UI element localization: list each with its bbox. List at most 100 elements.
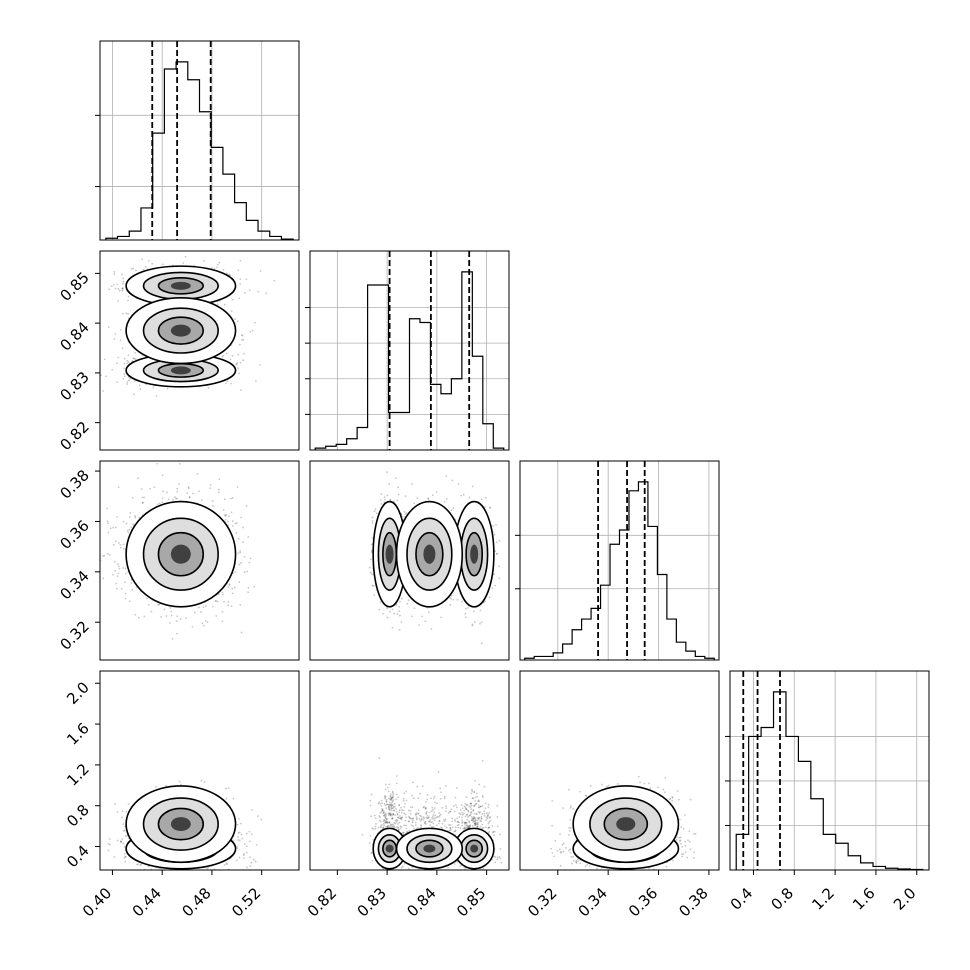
sample-point	[239, 550, 242, 552]
sample-point	[258, 363, 261, 366]
sample-point	[416, 497, 419, 500]
sample-point	[130, 582, 133, 585]
sample-point	[184, 255, 187, 258]
sample-point	[248, 561, 251, 564]
sample-point	[107, 531, 110, 534]
sample-point	[491, 587, 494, 590]
sample-point	[176, 497, 179, 500]
sample-point	[192, 492, 194, 495]
sample-point	[132, 267, 134, 270]
sample-point	[494, 550, 497, 553]
sample-point	[84, 368, 86, 370]
sample-point	[229, 358, 232, 361]
sample-point	[384, 498, 387, 501]
sample-point	[216, 600, 219, 603]
sample-point	[228, 273, 231, 276]
sample-point	[216, 263, 219, 266]
sample-point	[222, 509, 225, 511]
sample-point	[242, 526, 244, 529]
sample-point	[133, 357, 136, 360]
sample-point	[221, 591, 224, 594]
sample-point	[231, 520, 234, 522]
sample-point	[188, 496, 191, 499]
sample-point	[222, 593, 224, 596]
sample-point	[240, 631, 243, 634]
sample-point	[163, 608, 166, 611]
sample-point	[126, 383, 129, 385]
sample-point	[108, 554, 111, 556]
sample-point	[115, 587, 118, 590]
sample-point	[240, 516, 243, 519]
sample-point	[122, 280, 125, 283]
sample-point	[247, 586, 250, 589]
sample-point	[116, 575, 119, 578]
sample-point	[102, 577, 105, 580]
sample-point	[106, 507, 108, 510]
sample-point	[134, 515, 137, 517]
sample-point	[241, 334, 244, 337]
sample-point	[202, 606, 205, 609]
sample-point	[108, 288, 111, 291]
sample-point	[102, 390, 104, 392]
sample-point	[211, 605, 214, 608]
sample-point	[112, 526, 114, 529]
sample-point	[124, 597, 127, 600]
sample-point	[112, 573, 114, 576]
sample-point	[205, 605, 207, 607]
sample-point	[398, 629, 401, 631]
sample-point	[224, 515, 227, 517]
sample-point	[106, 520, 109, 523]
sample-point	[411, 615, 413, 618]
sample-point	[120, 587, 123, 590]
sample-point	[249, 557, 252, 560]
sample-point	[198, 606, 200, 609]
sample-point	[231, 525, 234, 527]
sample-point	[221, 620, 224, 623]
sample-point	[124, 581, 126, 584]
sample-point	[203, 259, 206, 262]
sample-point	[107, 552, 109, 555]
sample-point	[217, 491, 220, 494]
sample-point	[237, 367, 239, 370]
sample-point	[117, 565, 120, 568]
sample-point	[228, 583, 231, 586]
sample-point	[176, 615, 179, 618]
sample-point	[243, 555, 246, 558]
sample-point	[145, 597, 148, 600]
sample-point	[141, 258, 144, 261]
sample-point	[464, 612, 467, 615]
sample-point	[141, 496, 144, 499]
sample-point	[495, 553, 498, 555]
sample-point	[121, 312, 124, 315]
sample-point	[213, 267, 216, 270]
sample-point	[135, 269, 137, 272]
sample-point	[158, 603, 161, 606]
sample-point	[116, 283, 119, 286]
sample-point	[224, 303, 226, 306]
density-contour	[170, 281, 191, 290]
panel-content	[100, 462, 256, 640]
sample-point	[227, 604, 230, 607]
sample-point	[137, 616, 140, 619]
sample-point	[242, 359, 245, 362]
hist-panel-0	[95, 40, 300, 241]
sample-point	[251, 329, 254, 332]
sample-point	[243, 571, 246, 574]
sample-point	[175, 497, 177, 500]
sample-point	[162, 490, 165, 493]
sample-point	[124, 567, 127, 570]
sample-point	[143, 496, 146, 499]
sample-point	[431, 494, 434, 496]
sample-point	[142, 268, 145, 271]
sample-point	[467, 606, 469, 609]
sample-point	[231, 496, 234, 499]
sample-point	[133, 393, 135, 396]
sample-point	[239, 259, 242, 262]
histogram-step	[524, 481, 715, 660]
sample-point	[123, 362, 126, 365]
sample-point	[498, 565, 500, 568]
sample-point	[249, 330, 252, 333]
sample-point	[177, 482, 180, 485]
sample-point	[242, 352, 245, 355]
sample-point	[166, 387, 169, 390]
